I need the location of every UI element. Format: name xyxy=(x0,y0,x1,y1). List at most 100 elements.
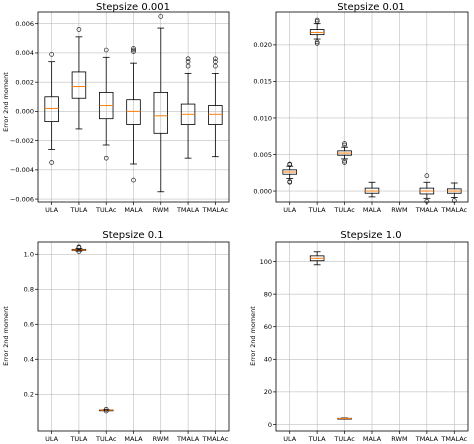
iqr-box xyxy=(208,105,223,125)
outlier-point xyxy=(185,63,191,69)
panel-title: Stepsize 0.1 xyxy=(102,230,163,241)
outlier-point xyxy=(314,17,320,23)
y-tick-label: 0.8 xyxy=(24,286,34,294)
x-tick-label: TMALAc xyxy=(440,206,467,214)
box-tmalac xyxy=(208,56,223,158)
panel-title: Stepsize 1.0 xyxy=(340,230,401,241)
outlier-point xyxy=(76,27,82,32)
y-tick-label: 0.006 xyxy=(15,20,34,28)
y-tick-label: 0.004 xyxy=(15,49,34,57)
box-tulac xyxy=(98,406,114,414)
y-axis-label: Error 2nd moment xyxy=(2,306,10,366)
box-tulac xyxy=(337,141,352,165)
y-tick-label: 1.0 xyxy=(24,251,34,259)
panel-stepsize-0-1: Stepsize 0.1 Error 2nd moment 0.20.40.60… xyxy=(2,230,230,443)
x-tick-label: TULA xyxy=(308,206,326,214)
y-tick-label: 0.000 xyxy=(253,187,272,195)
outlier-point xyxy=(103,47,109,53)
outlier-point xyxy=(76,244,82,250)
plot-area: 0.2 0.4 0.6 0.8 1.0 ULA TULA TULAc MALA RWM TMALA T… xyxy=(24,241,230,443)
y-tick-label: 0.020 xyxy=(253,41,272,49)
box-tulac xyxy=(98,47,114,161)
outlier-point xyxy=(287,161,293,167)
outlier-point xyxy=(131,177,136,183)
plot-area: −0.006 −0.004 −0.002 0.000 0.002 0.004 0.006 UL… xyxy=(10,11,230,214)
x-tick-label: TMALA xyxy=(176,435,200,443)
y-tick-label: 80 xyxy=(264,290,272,298)
outlier-point xyxy=(314,41,320,46)
y-tick-label: 0.005 xyxy=(253,151,272,159)
plot-area: 0 20 40 60 80 100 ULA TULA TULAc MALA RWM TMALA TMAL… xyxy=(260,241,469,443)
x-tick-label: ULA xyxy=(283,206,297,214)
box-ula xyxy=(282,161,297,185)
y-axis-label: Error 2nd moment xyxy=(249,306,257,366)
x-tick-label: MALA xyxy=(363,435,382,443)
outlier-point xyxy=(49,52,54,57)
outlier-point xyxy=(103,155,109,161)
outlier-point xyxy=(342,160,347,165)
y-tick-label: 0.4 xyxy=(24,356,34,364)
x-tick-label: TULAc xyxy=(95,435,117,443)
outlier-point xyxy=(131,49,136,54)
box-tulac xyxy=(337,417,352,420)
box-tula xyxy=(309,17,325,46)
x-tick-label: TULA xyxy=(69,206,87,214)
outlier-point xyxy=(103,408,109,414)
box-tula xyxy=(71,27,87,130)
y-tick-label: 0.015 xyxy=(253,78,272,86)
x-tick-label: RWM xyxy=(153,206,169,214)
x-tick-label: ULA xyxy=(45,206,59,214)
outlier-point xyxy=(158,14,164,19)
outlier-point xyxy=(342,142,347,148)
outlier-point xyxy=(131,46,136,51)
x-tick-label: MALA xyxy=(124,435,143,443)
y-tick-label: 0.010 xyxy=(253,114,272,122)
panel-stepsize-0-01: Stepsize 0.01 0.000 0.005 0.010 0.015 0.020 U… xyxy=(253,2,469,214)
x-tick-label: MALA xyxy=(124,206,143,214)
x-tick-label: TMALAc xyxy=(202,206,229,214)
outlier-point xyxy=(185,56,191,62)
outlier-point xyxy=(287,179,293,185)
x-tick-label: TMALA xyxy=(415,206,439,214)
y-axis-label: Error 2nd moment xyxy=(2,72,10,132)
x-tick-label: TMALA xyxy=(176,206,200,214)
y-tick-label: 100 xyxy=(260,258,272,266)
y-tick-label: 0.000 xyxy=(15,108,34,116)
box-tmala xyxy=(419,173,435,204)
plot-area: 0.000 0.005 0.010 0.015 0.020 ULA TULA TULAc MAL… xyxy=(253,11,469,214)
outlier-point xyxy=(213,59,218,64)
outlier-point xyxy=(213,56,218,62)
x-tick-label: TULAc xyxy=(95,206,117,214)
outlier-point xyxy=(131,47,136,53)
outlier-point xyxy=(49,160,54,165)
y-tick-label: −0.002 xyxy=(10,137,34,145)
box-mala xyxy=(364,181,380,198)
iqr-box xyxy=(44,96,59,123)
box-rwm xyxy=(153,14,169,193)
x-tick-label: TULA xyxy=(69,435,87,443)
box-tmalac xyxy=(447,182,462,203)
outlier-point xyxy=(76,249,82,254)
panel-stepsize-1-0: Stepsize 1.0 Error 2nd moment 0 20 40 60 80 1… xyxy=(249,230,469,443)
box-mala xyxy=(126,46,141,183)
iqr-box xyxy=(153,91,169,134)
y-tick-label: 0 xyxy=(268,421,272,429)
x-tick-label: TMALA xyxy=(415,435,439,443)
x-tick-label: TMALAc xyxy=(440,435,467,443)
box-tmala xyxy=(180,56,196,159)
outlier-point xyxy=(314,19,320,24)
x-tick-label: ULA xyxy=(45,435,59,443)
y-tick-label: 60 xyxy=(264,323,272,331)
outlier-point xyxy=(342,141,347,146)
outlier-point xyxy=(342,158,347,164)
x-tick-label: MALA xyxy=(363,206,382,214)
x-tick-label: ULA xyxy=(283,435,297,443)
outlier-point xyxy=(213,63,218,69)
panel-title: Stepsize 0.001 xyxy=(96,2,170,13)
y-tick-label: 0.6 xyxy=(24,321,34,329)
y-tick-label: 40 xyxy=(264,356,272,364)
box-tula xyxy=(309,251,325,266)
y-tick-label: 20 xyxy=(264,388,272,396)
x-tick-label: RWM xyxy=(153,435,169,443)
